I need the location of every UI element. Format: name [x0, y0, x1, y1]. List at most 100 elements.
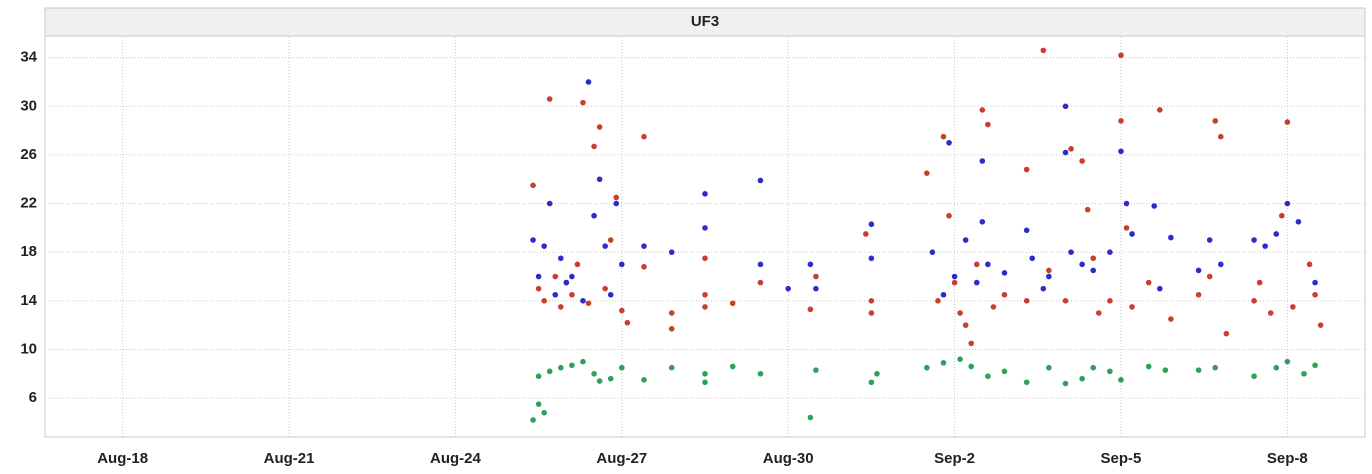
point [813, 367, 819, 373]
point [968, 340, 975, 347]
point [946, 212, 952, 219]
point [1001, 270, 1008, 276]
point [591, 370, 597, 377]
y-tick-label: 18 [20, 243, 37, 260]
point [973, 261, 980, 268]
point [957, 356, 963, 362]
point [535, 285, 542, 292]
point [1023, 227, 1030, 234]
title-bar [44, 7, 1366, 37]
point [757, 261, 764, 268]
point [985, 373, 991, 380]
point [979, 158, 986, 164]
point [1273, 364, 1280, 371]
point [702, 191, 708, 197]
point [641, 243, 647, 249]
point [607, 291, 614, 298]
point [702, 304, 708, 310]
point [1284, 119, 1291, 125]
point [1223, 330, 1230, 337]
point [1312, 291, 1318, 298]
point [1029, 255, 1036, 262]
point [1084, 206, 1091, 213]
point [1123, 200, 1130, 207]
point [530, 237, 536, 243]
point [951, 279, 958, 286]
point [1212, 118, 1219, 124]
point [785, 285, 791, 292]
point [569, 273, 575, 280]
point [757, 279, 764, 286]
y-tick-label: 10 [20, 340, 37, 357]
point [929, 249, 936, 255]
point [1306, 261, 1313, 268]
point [569, 291, 575, 298]
point [940, 291, 947, 298]
x-tick-label: Sep-2 [934, 450, 975, 467]
point [1217, 133, 1224, 140]
point [935, 298, 941, 304]
y-tick-label: 14 [20, 292, 37, 309]
x-tick-label: Aug-21 [264, 450, 315, 467]
point [874, 370, 880, 377]
point [574, 261, 581, 268]
point [585, 300, 592, 307]
point [530, 417, 536, 423]
point [1107, 368, 1113, 375]
point [985, 261, 991, 268]
point [641, 263, 647, 270]
point [1090, 267, 1097, 274]
plot-frame [44, 35, 1366, 438]
point [1301, 370, 1307, 377]
point [557, 304, 564, 310]
point [591, 143, 597, 150]
point [729, 363, 736, 370]
chart-title: UF3 [691, 13, 719, 30]
point [990, 304, 997, 310]
point [757, 177, 764, 184]
point [1145, 363, 1152, 370]
point [1046, 267, 1052, 274]
point [813, 273, 819, 280]
point [541, 243, 547, 249]
point [1062, 298, 1069, 304]
point [668, 310, 675, 316]
point [602, 285, 608, 292]
point [580, 99, 586, 106]
point [1312, 279, 1318, 286]
point [591, 212, 597, 219]
point [613, 194, 620, 201]
point [946, 139, 952, 146]
point [1206, 237, 1213, 243]
point [1062, 380, 1069, 387]
point [1206, 273, 1213, 280]
point [863, 231, 869, 237]
point [807, 306, 814, 313]
point [940, 360, 947, 366]
point [1118, 148, 1124, 155]
point [541, 298, 547, 304]
point [702, 291, 708, 298]
point [1129, 304, 1135, 310]
point [1256, 279, 1263, 286]
point [641, 133, 647, 140]
point [602, 243, 608, 249]
point [1195, 267, 1202, 274]
point [1212, 364, 1219, 371]
point [607, 375, 614, 382]
point [1068, 249, 1074, 255]
y-tick-label: 26 [20, 146, 37, 163]
point [1156, 107, 1163, 113]
point [585, 79, 592, 85]
point [1284, 200, 1291, 207]
point [1251, 373, 1257, 380]
point [1168, 234, 1174, 241]
point [619, 364, 625, 371]
point [924, 170, 930, 176]
point [1023, 379, 1030, 386]
point [1040, 285, 1047, 292]
point [1262, 243, 1268, 249]
x-tick-label: Sep-8 [1267, 450, 1308, 467]
point [1090, 255, 1097, 262]
